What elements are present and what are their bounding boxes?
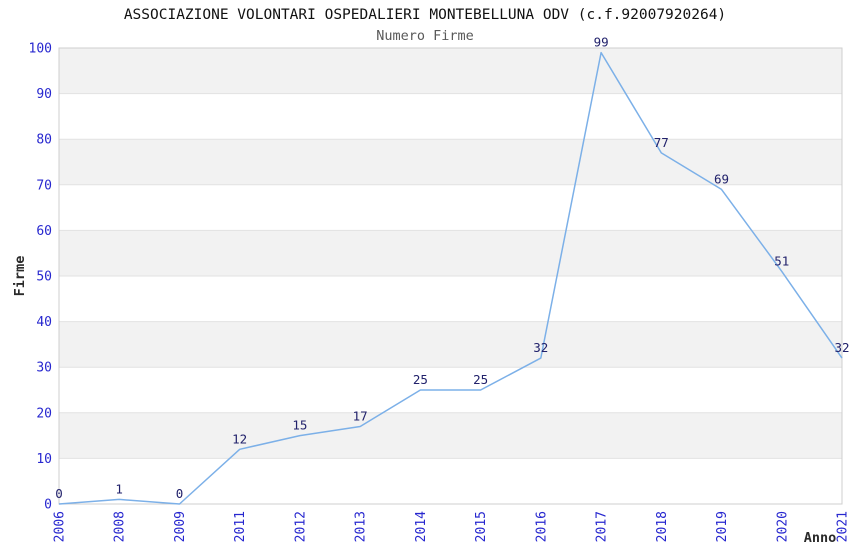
data-label: 0 — [176, 486, 184, 501]
x-tick-label: 2019 — [715, 511, 730, 542]
data-label: 32 — [533, 340, 548, 355]
x-tick-label: 2015 — [474, 511, 489, 542]
y-tick-label: 40 — [36, 315, 52, 330]
data-label: 51 — [774, 253, 789, 268]
data-label: 25 — [413, 372, 428, 387]
x-tick-label: 2021 — [836, 511, 850, 542]
plot-band — [59, 139, 842, 185]
y-tick-label: 100 — [29, 42, 52, 57]
data-label: 0 — [55, 486, 63, 501]
y-tick-label: 80 — [36, 133, 52, 148]
plot-band — [59, 412, 842, 459]
data-label: 69 — [714, 171, 729, 186]
data-label: 25 — [473, 372, 488, 387]
y-tick-label: 70 — [36, 178, 52, 193]
x-tick-label: 2012 — [293, 511, 308, 542]
chart-subtitle: Numero Firme — [376, 28, 474, 44]
data-label: 99 — [594, 35, 609, 50]
y-tick-label: 90 — [36, 87, 52, 102]
x-tick-label: 2013 — [354, 511, 369, 542]
data-label: 17 — [353, 409, 368, 424]
y-tick-label: 60 — [36, 224, 52, 239]
x-tick-label: 2006 — [53, 511, 68, 542]
plot-band — [59, 230, 842, 276]
data-label: 32 — [834, 340, 849, 355]
plot-band — [59, 321, 842, 368]
x-tick-label: 2017 — [595, 511, 610, 542]
y-tick-label: 20 — [36, 406, 52, 421]
x-tick-label: 2018 — [655, 511, 670, 542]
plot-border — [58, 47, 843, 505]
data-label: 12 — [232, 431, 247, 446]
x-tick-label: 2020 — [775, 511, 790, 542]
y-tick-label: 0 — [44, 498, 52, 513]
x-tick-label: 2016 — [534, 511, 549, 542]
data-label: 77 — [654, 135, 669, 150]
data-label: 15 — [292, 418, 307, 433]
y-tick-label: 30 — [36, 361, 52, 376]
y-tick-label: 10 — [36, 452, 52, 467]
x-tick-label: 2011 — [233, 511, 248, 542]
data-line — [58, 51, 843, 505]
chart-title: ASSOCIAZIONE VOLONTARI OSPEDALIERI MONTE… — [123, 7, 727, 23]
x-tick-label: 2009 — [173, 511, 188, 542]
plot-band — [59, 48, 842, 94]
x-tick-label: 2008 — [113, 511, 128, 542]
x-tick-label: 2014 — [414, 511, 429, 542]
data-label: 1 — [115, 481, 123, 496]
x-axis-label: Anno — [803, 530, 837, 546]
y-tick-label: 50 — [36, 270, 52, 285]
